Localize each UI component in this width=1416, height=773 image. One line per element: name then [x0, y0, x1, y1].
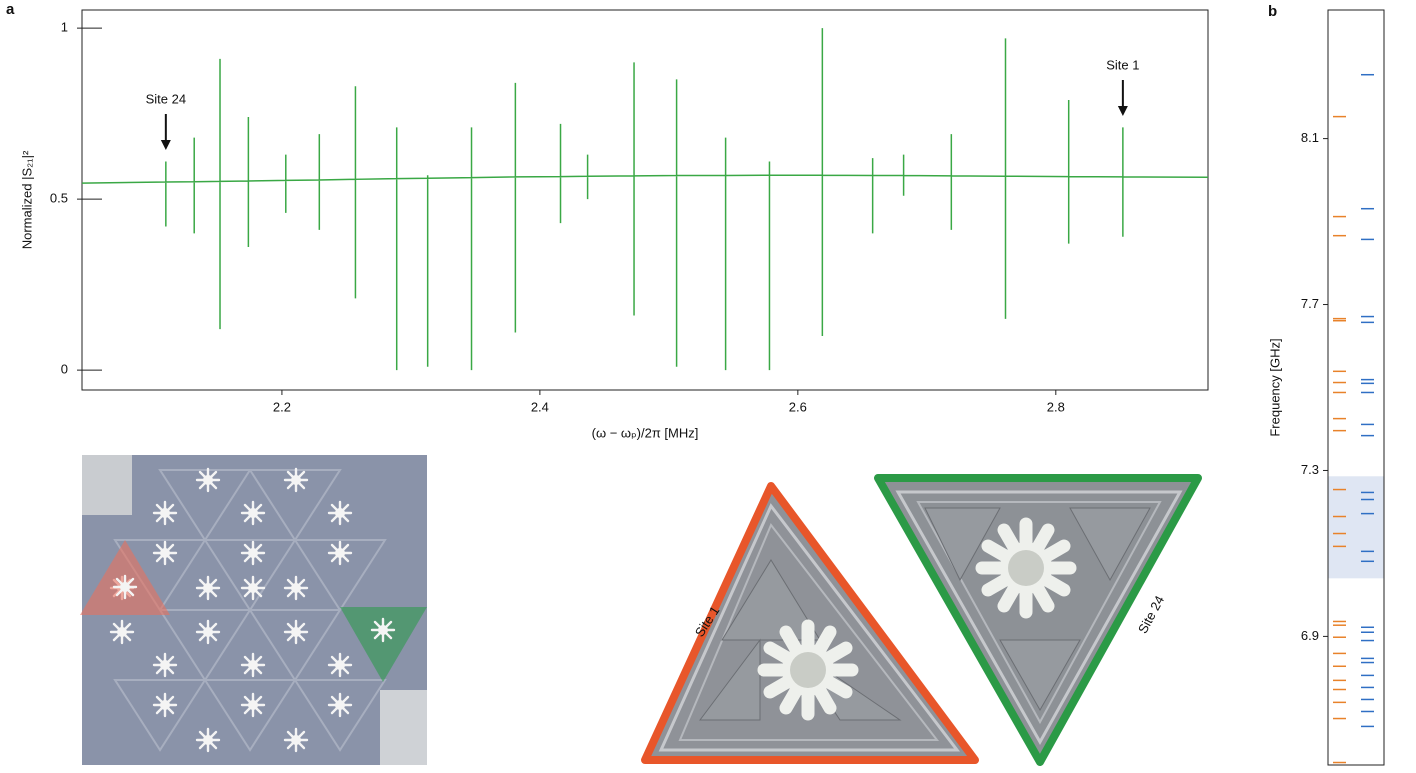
x-tick-label: 2.6: [789, 399, 807, 414]
y-tick-label: 7.3: [1301, 462, 1319, 477]
panel-label: b: [1268, 3, 1277, 20]
shaded-band: [1328, 476, 1384, 579]
annotation: Site 24: [146, 91, 186, 106]
y-tick-label: 0.5: [50, 191, 68, 206]
plot-frame: [1327, 9, 1385, 766]
y-axis-label: Frequency [GHz]: [1267, 338, 1282, 436]
spectrum-line: [81, 28, 1209, 371]
x-axis-label: (ω − ωₚ)/2π [MHz]: [592, 425, 699, 440]
site-label: Site 24: [1135, 593, 1167, 636]
annotation-arrowhead: [160, 140, 171, 150]
annotation: Site 1: [1106, 57, 1139, 72]
y-tick-label: 6.9: [1301, 628, 1319, 643]
panel-label: a: [6, 1, 15, 18]
y-tick-label: 7.7: [1301, 296, 1319, 311]
micrograph-sites: Site 1 Site 24: [641, 474, 1202, 766]
y-tick-label: 1: [61, 20, 68, 35]
y-axis-label: Normalized |S₂₁|²: [19, 150, 34, 249]
micrograph-array: [80, 455, 427, 765]
plot-frame: [81, 9, 1209, 391]
x-tick-label: 2.8: [1047, 399, 1065, 414]
x-tick-label: 2.2: [273, 399, 291, 414]
x-tick-label: 2.4: [531, 399, 549, 414]
annotation-arrowhead: [1117, 106, 1128, 116]
y-tick-label: 0: [61, 362, 68, 377]
y-tick-label: 8.1: [1301, 130, 1319, 145]
